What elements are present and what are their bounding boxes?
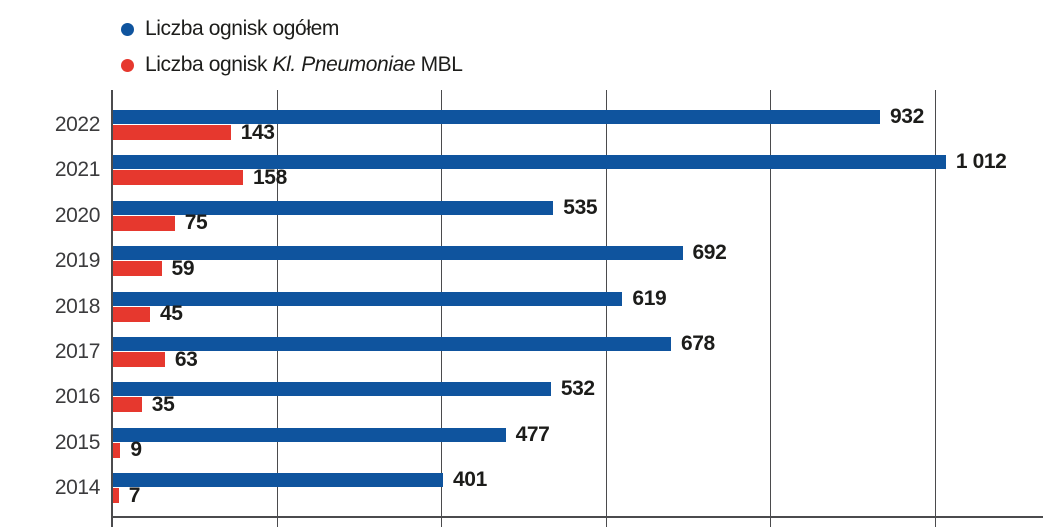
bar-mbl-2020 — [113, 215, 175, 231]
year-label: 2015 — [54, 430, 101, 454]
bar-value-mbl: 35 — [151, 392, 175, 416]
year-label: 2022 — [54, 113, 101, 136]
bar-mbl-2017 — [113, 352, 165, 367]
bar-value-total: 619 — [632, 286, 667, 310]
bar-total-2021 — [113, 155, 946, 170]
x-axis-baseline — [111, 516, 1043, 518]
year-label: 2021 — [54, 158, 101, 182]
gridline — [441, 90, 443, 527]
bar-value-mbl: 45 — [160, 302, 183, 326]
bar-value-mbl: 158 — [253, 165, 287, 189]
gridline — [935, 90, 936, 527]
legend-item-mbl: Liczba ognisk Kl. Pneumoniae MBL — [121, 52, 463, 78]
bar-total-2017 — [113, 337, 671, 351]
bar-mbl-2016 — [113, 397, 142, 413]
bar-mbl-2022 — [113, 125, 231, 140]
chart-legend: Liczba ognisk ogółem Liczba ognisk Kl. P… — [121, 16, 463, 88]
bar-mbl-2018 — [113, 306, 151, 322]
bar-mbl-2019 — [113, 261, 162, 277]
bar-value-total: 535 — [563, 195, 598, 219]
year-label: 2016 — [54, 385, 101, 409]
legend-marker-mbl-icon — [121, 58, 134, 72]
bar-total-2014 — [113, 473, 444, 488]
bar-mbl-2021 — [113, 170, 244, 186]
bar-value-total: 1 012 — [955, 150, 1007, 174]
year-label: 2018 — [54, 294, 101, 318]
bar-total-2018 — [113, 291, 623, 306]
y-axis-line — [111, 90, 113, 527]
bar-mbl-2015 — [113, 442, 121, 458]
bar-total-2019 — [113, 246, 683, 261]
bar-value-total: 401 — [453, 468, 487, 492]
bar-value-mbl: 63 — [174, 347, 198, 371]
bar-value-total: 692 — [692, 241, 727, 265]
bar-value-total: 477 — [515, 422, 550, 446]
legend-label-mbl: Liczba ognisk Kl. Pneumoniae MBL — [145, 53, 463, 76]
bar-total-2022 — [113, 110, 881, 124]
bar-value-total: 532 — [560, 377, 595, 401]
bar-value-total: 678 — [680, 332, 715, 355]
bar-value-total: 932 — [890, 105, 924, 128]
year-label: 2014 — [54, 476, 101, 500]
gridline — [276, 90, 278, 527]
gridline — [770, 90, 772, 527]
gridline — [605, 90, 607, 527]
bar-value-mbl: 75 — [184, 211, 208, 235]
legend-marker-total-icon — [121, 22, 134, 36]
legend-item-total: Liczba ognisk ogółem — [121, 16, 463, 42]
legend-label-total: Liczba ognisk ogółem — [145, 17, 339, 40]
year-label: 2019 — [54, 249, 101, 273]
bar-total-2020 — [113, 200, 554, 215]
year-label: 2020 — [54, 203, 101, 227]
bar-value-mbl: 7 — [128, 483, 141, 507]
year-label: 2017 — [54, 340, 101, 363]
bar-value-mbl: 143 — [240, 120, 275, 144]
bar-value-mbl: 9 — [130, 438, 142, 462]
bar-total-2015 — [113, 427, 506, 442]
bar-mbl-2014 — [113, 488, 119, 504]
bar-value-mbl: 59 — [171, 256, 195, 280]
bar-total-2016 — [113, 382, 551, 397]
